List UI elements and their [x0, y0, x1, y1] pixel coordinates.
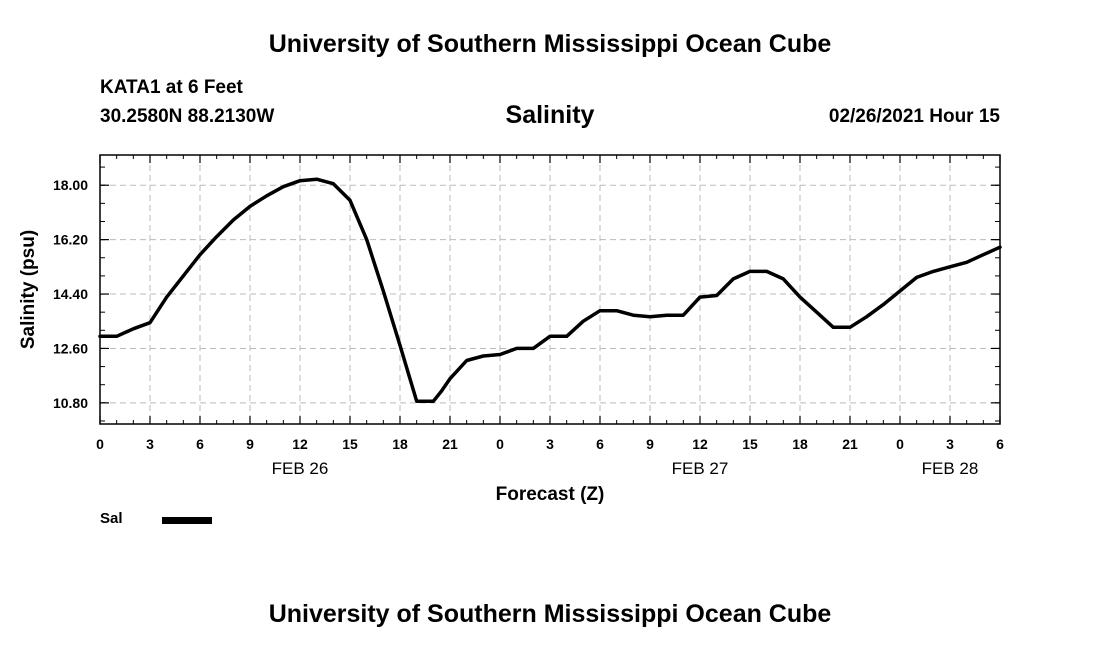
legend-label-sal: Sal [100, 510, 123, 527]
footer-title: University of Southern Mississippi Ocean… [268, 600, 832, 628]
y-tick-label: 18.00 [53, 177, 88, 193]
x-axis-title: Forecast (Z) [496, 484, 605, 505]
x-tick-label: 21 [442, 436, 458, 452]
y-tick-label: 12.60 [53, 340, 88, 356]
station-label: KATA1 at 6 Feet [100, 77, 243, 98]
forecast-datetime: 02/26/2021 Hour 15 [828, 106, 1000, 127]
x-tick-label: 9 [646, 436, 654, 452]
x-tick-label: 18 [792, 436, 808, 452]
x-tick-label: 6 [596, 436, 604, 452]
series-line-sal [98, 177, 1002, 404]
legend-swatch-sal [162, 517, 212, 524]
x-tick-label: 3 [146, 436, 154, 452]
chart-title: Salinity [505, 101, 595, 129]
coordinates-label: 30.2580N 88.2130W [100, 106, 275, 127]
x-tick-label: 0 [896, 436, 904, 452]
x-tick-label: 3 [546, 436, 554, 452]
x-tick-label: 12 [292, 436, 308, 452]
page-title: University of Southern Mississippi Ocean… [268, 30, 832, 58]
x-tick-label: 6 [196, 436, 204, 452]
x-tick-label: 12 [692, 436, 708, 452]
x-tick-label: 9 [246, 436, 254, 452]
date-label: FEB 28 [922, 459, 979, 478]
y-tick-label: 10.80 [53, 395, 88, 411]
date-label: FEB 26 [272, 459, 329, 478]
x-tick-label: 15 [342, 436, 358, 452]
x-tick-label: 3 [946, 436, 954, 452]
date-label: FEB 27 [672, 459, 729, 478]
y-tick-label: 16.20 [53, 232, 88, 248]
y-axis-title: Salinity (psu) [18, 230, 39, 349]
x-tick-label: 18 [392, 436, 408, 452]
y-tick-label: 14.40 [53, 286, 88, 302]
x-tick-label: 6 [996, 436, 1004, 452]
x-tick-label: 0 [496, 436, 504, 452]
x-tick-label: 21 [842, 436, 858, 452]
x-tick-label: 15 [742, 436, 758, 452]
x-tick-label: 0 [96, 436, 104, 452]
